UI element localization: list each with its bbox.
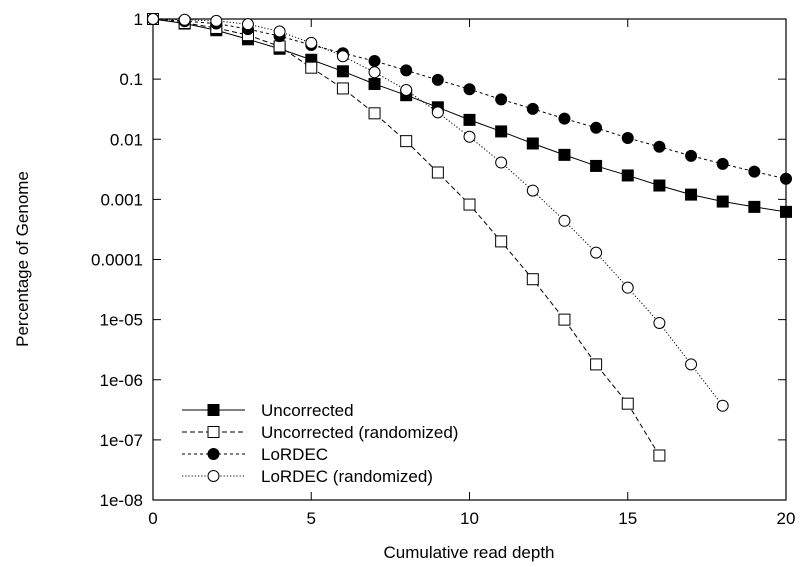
x-tick-label: 15 [618,509,637,528]
series-2-point [780,172,792,185]
axis-ticks: 0 5 10 15 20 1 0.1 0.01 0.001 0.0001 1e-05 1e-06 1e-… [91,10,795,528]
y-tick-label: 0.001 [100,190,143,209]
series-3-point [368,66,381,79]
y-tick-label: 0.0001 [91,251,143,270]
series-1-point [526,273,539,286]
series-1-point [368,107,381,120]
series-0-point [780,205,792,218]
series-3-point [463,130,476,143]
series-0-point [495,125,508,138]
legend-1-point [207,426,220,438]
series-1-point [653,449,666,462]
series-2-point [748,165,761,178]
series-0-point [653,179,666,192]
series-2-point [621,131,634,144]
series-3-point [526,184,539,197]
legend-label-2: LoRDEC [261,445,328,464]
series-0 [147,13,792,218]
legend-label-3: LoRDEC (randomized) [261,467,433,486]
series-3-point [241,18,254,31]
series-2-point [463,83,476,96]
series-2-point [653,140,666,153]
series-1-point [590,358,603,371]
series-1-point [273,40,286,53]
series-3-point [716,399,729,412]
y-tick-label: 1 [134,10,143,29]
y-tick-label: 1e-06 [100,371,143,390]
series-3-point [495,156,508,169]
series-2-point [400,64,413,77]
series-1-point [305,61,318,74]
y-axis-label: Percentage of Genome [13,171,32,347]
series-0-point [590,159,603,172]
series-1-point [463,198,476,211]
series-3-point [273,25,286,38]
series-0-point [716,195,729,208]
series-2-point [716,157,729,170]
series-2-point [431,73,444,86]
y-tick-label: 1e-07 [100,431,143,450]
x-tick-label: 5 [307,509,316,528]
series-1-point [558,313,571,326]
series-0-point [463,113,476,126]
series-3-point [178,13,191,26]
series-0-point [748,200,761,213]
series-3-point [558,214,571,227]
y-tick-label: 0.01 [110,130,143,149]
series-1-point [495,235,508,248]
series-1 [147,13,666,462]
x-tick-label: 10 [460,509,479,528]
x-tick-label: 20 [777,509,796,528]
legend-2-point [207,448,220,460]
series-0-point [621,169,634,182]
series-2 [147,13,792,185]
series-2-point [590,121,603,134]
series-3-point [400,83,413,96]
legend-3-point [207,470,220,482]
series-2-point [685,149,698,162]
series-2-point [495,93,508,106]
series-1-point [621,397,634,410]
series-3-point [305,36,318,49]
legend: Uncorrected Uncorrected (randomized) LoRDE… [182,401,458,486]
series-3-point [621,281,634,294]
series-3-point [653,316,666,329]
series-2-point [558,112,571,125]
series-0-point [558,148,571,161]
series-3-point [147,13,159,25]
series-1-point [336,82,349,95]
series-3 [147,13,729,412]
legend-label-1: Uncorrected (randomized) [261,423,458,442]
series-0-point [336,65,349,78]
series-0-point [368,77,381,90]
series-2-point [368,55,381,68]
series-layer [147,13,792,462]
series-2-point [526,102,539,115]
series-0-point [526,137,539,150]
series-3-point [210,14,223,27]
series-3-point [336,50,349,63]
y-tick-label: 1e-08 [100,491,143,510]
series-3-point [431,106,444,119]
series-3-point [685,358,698,371]
legend-label-0: Uncorrected [261,401,354,420]
y-tick-label: 1e-05 [100,311,143,330]
legend-0-point [207,404,220,416]
y-tick-label: 0.1 [119,70,143,89]
x-axis-label: Cumulative read depth [383,543,554,562]
series-3-point [590,246,603,259]
series-1-point [400,135,413,148]
series-0-point [685,188,698,201]
x-tick-label: 0 [148,509,157,528]
series-1-point [431,166,444,179]
